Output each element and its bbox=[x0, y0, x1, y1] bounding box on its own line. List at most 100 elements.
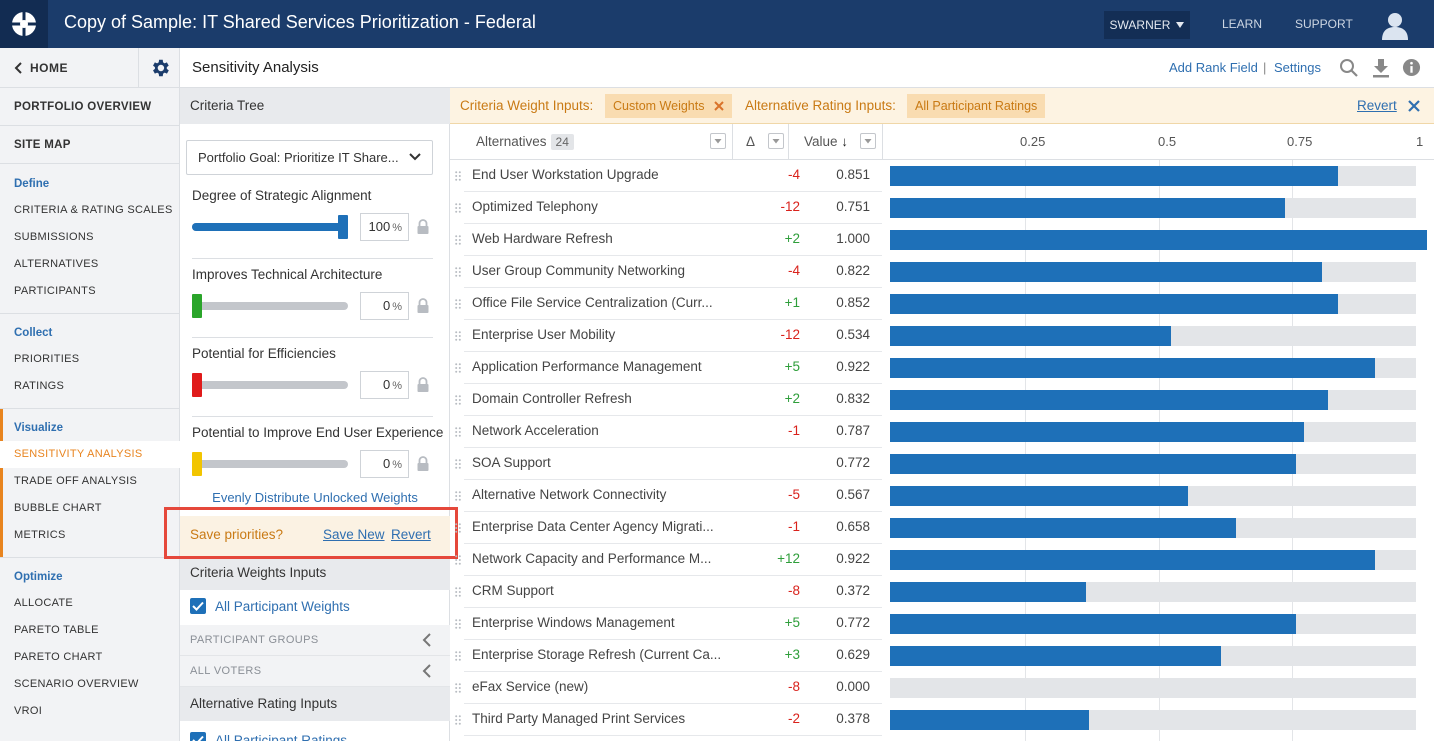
alternative-name[interactable]: Enterprise Storage Refresh (Current Ca..… bbox=[472, 647, 722, 662]
criterion-weight-slider[interactable] bbox=[192, 452, 348, 476]
table-row[interactable]: Enterprise Windows Management +5 0.772 bbox=[450, 608, 1434, 640]
alternative-name[interactable]: Third Party Managed Print Services bbox=[472, 711, 686, 726]
alternative-name[interactable]: Enterprise Windows Management bbox=[472, 615, 675, 630]
alternatives-filter-button[interactable] bbox=[710, 133, 726, 149]
nav-portfolio-overview[interactable]: PORTFOLIO OVERVIEW bbox=[0, 88, 180, 126]
drag-handle-icon[interactable] bbox=[455, 715, 461, 725]
slider-handle[interactable] bbox=[192, 452, 202, 476]
alternative-name[interactable]: End User Workstation Upgrade bbox=[472, 167, 659, 182]
settings-gear-button[interactable] bbox=[138, 48, 180, 88]
learn-link[interactable]: LEARN bbox=[1222, 17, 1263, 31]
nav-scenario-overview[interactable]: SCENARIO OVERVIEW bbox=[14, 678, 139, 690]
alternative-name[interactable]: Web Hardware Refresh bbox=[472, 231, 613, 246]
alternative-name[interactable]: Network Capacity and Performance M... bbox=[472, 551, 712, 566]
table-row[interactable]: Enterprise Storage Refresh (Current Ca..… bbox=[450, 640, 1434, 672]
revert-link[interactable]: Revert bbox=[391, 527, 431, 542]
all-participant-ratings-chip[interactable]: All Participant Ratings bbox=[907, 94, 1046, 118]
criterion-weight-input[interactable]: 0% bbox=[360, 292, 409, 320]
alternative-name[interactable]: Enterprise User Mobility bbox=[472, 327, 616, 342]
table-row[interactable]: Office File Service Centralization (Curr… bbox=[450, 288, 1434, 320]
table-row[interactable]: Third Party Managed Print Services -2 0.37… bbox=[450, 704, 1434, 736]
alternative-name[interactable]: Optimized Telephony bbox=[472, 199, 598, 214]
lock-icon[interactable] bbox=[416, 298, 430, 314]
table-row[interactable]: Enterprise Data Center Agency Migrati...… bbox=[450, 512, 1434, 544]
info-icon[interactable] bbox=[1402, 58, 1421, 77]
value-column-header[interactable]: Value ↓ bbox=[804, 134, 848, 149]
lock-icon[interactable] bbox=[416, 219, 430, 235]
alternative-name[interactable]: Office File Service Centralization (Curr… bbox=[472, 295, 713, 310]
criterion-weight-slider[interactable] bbox=[192, 215, 348, 239]
support-link[interactable]: SUPPORT bbox=[1295, 17, 1353, 31]
nav-bubble-chart[interactable]: BUBBLE CHART bbox=[14, 502, 102, 514]
table-row[interactable]: eFax Service (new) -8 0.000 bbox=[450, 672, 1434, 704]
criterion-weight-slider[interactable] bbox=[192, 294, 348, 318]
close-icon[interactable] bbox=[714, 101, 725, 111]
drag-handle-icon[interactable] bbox=[455, 203, 461, 213]
drag-handle-icon[interactable] bbox=[455, 683, 461, 693]
alternative-name[interactable]: eFax Service (new) bbox=[472, 679, 589, 694]
close-icon[interactable] bbox=[1408, 100, 1420, 112]
drag-handle-icon[interactable] bbox=[455, 459, 461, 469]
drag-handle-icon[interactable] bbox=[455, 395, 461, 405]
app-logo[interactable] bbox=[0, 0, 48, 48]
nav-submissions[interactable]: SUBMISSIONS bbox=[14, 231, 94, 243]
slider-handle[interactable] bbox=[192, 294, 202, 318]
nav-criteria-rating-scales[interactable]: CRITERIA & RATING SCALES bbox=[14, 204, 173, 216]
table-row[interactable]: Web Hardware Refresh +2 1.000 bbox=[450, 224, 1434, 256]
nav-vroi[interactable]: VROI bbox=[14, 705, 43, 717]
criterion-weight-input[interactable]: 100% bbox=[360, 213, 409, 241]
lock-icon[interactable] bbox=[416, 377, 430, 393]
drag-handle-icon[interactable] bbox=[455, 523, 461, 533]
criterion-weight-input[interactable]: 0% bbox=[360, 371, 409, 399]
nav-pareto-chart[interactable]: PARETO CHART bbox=[14, 651, 103, 663]
drag-handle-icon[interactable] bbox=[455, 363, 461, 373]
user-avatar-icon[interactable] bbox=[1380, 10, 1410, 40]
alternative-name[interactable]: Application Performance Management bbox=[472, 359, 702, 374]
table-row[interactable]: SOA Support 0.772 bbox=[450, 448, 1434, 480]
table-row[interactable]: Enterprise User Mobility -12 0.534 bbox=[450, 320, 1434, 352]
value-filter-button[interactable] bbox=[860, 133, 876, 149]
nav-ratings[interactable]: RATINGS bbox=[14, 380, 65, 392]
table-row[interactable]: End User Workstation Upgrade -4 0.851 bbox=[450, 160, 1434, 192]
download-icon[interactable] bbox=[1372, 58, 1390, 78]
nav-trade-off-analysis[interactable]: TRADE OFF ANALYSIS bbox=[14, 475, 138, 487]
drag-handle-icon[interactable] bbox=[455, 427, 461, 437]
criterion-weight-input[interactable]: 0% bbox=[360, 450, 409, 478]
table-row[interactable]: Network Capacity and Performance M... +12… bbox=[450, 544, 1434, 576]
drag-handle-icon[interactable] bbox=[455, 587, 461, 597]
table-row[interactable]: Network Acceleration -1 0.787 bbox=[450, 416, 1434, 448]
drag-handle-icon[interactable] bbox=[455, 267, 461, 277]
add-rank-field-link[interactable]: Add Rank Field bbox=[1169, 60, 1258, 75]
table-row[interactable]: Domain Controller Refresh +2 0.832 bbox=[450, 384, 1434, 416]
nav-metrics[interactable]: METRICS bbox=[14, 529, 66, 541]
user-menu-button[interactable]: SWARNER bbox=[1104, 11, 1190, 39]
participant-groups-toggle[interactable]: PARTICIPANT GROUPS bbox=[180, 625, 450, 656]
criterion-weight-slider[interactable] bbox=[192, 373, 348, 397]
table-row[interactable]: Optimized Telephony -12 0.751 bbox=[450, 192, 1434, 224]
drag-handle-icon[interactable] bbox=[455, 555, 461, 565]
all-participant-ratings-checkbox[interactable]: All Participant Ratings bbox=[190, 732, 347, 741]
nav-site-map[interactable]: SITE MAP bbox=[0, 126, 180, 164]
custom-weights-chip[interactable]: Custom Weights bbox=[605, 94, 733, 118]
nav-priorities[interactable]: PRIORITIES bbox=[14, 353, 80, 365]
save-new-link[interactable]: Save New bbox=[323, 527, 385, 542]
alternative-name[interactable]: Enterprise Data Center Agency Migrati... bbox=[472, 519, 714, 534]
goal-select[interactable]: Portfolio Goal: Prioritize IT Share... bbox=[186, 140, 433, 175]
all-voters-toggle[interactable]: ALL VOTERS bbox=[180, 656, 450, 687]
nav-participants[interactable]: PARTICIPANTS bbox=[14, 285, 96, 297]
nav-pareto-table[interactable]: PARETO TABLE bbox=[14, 624, 99, 636]
table-row[interactable]: User Group Community Networking -4 0.822 bbox=[450, 256, 1434, 288]
nav-sensitivity-analysis[interactable]: SENSITIVITY ANALYSIS bbox=[0, 441, 180, 468]
settings-link[interactable]: Settings bbox=[1274, 60, 1321, 75]
alternative-name[interactable]: Domain Controller Refresh bbox=[472, 391, 632, 406]
drag-handle-icon[interactable] bbox=[455, 299, 461, 309]
all-participant-weights-checkbox[interactable]: All Participant Weights bbox=[190, 598, 350, 614]
drag-handle-icon[interactable] bbox=[455, 491, 461, 501]
lock-icon[interactable] bbox=[416, 456, 430, 472]
drag-handle-icon[interactable] bbox=[455, 651, 461, 661]
evenly-distribute-link[interactable]: Evenly Distribute Unlocked Weights bbox=[212, 490, 418, 505]
delta-column-header[interactable]: Δ bbox=[746, 134, 756, 149]
slider-handle[interactable] bbox=[338, 215, 348, 239]
drag-handle-icon[interactable] bbox=[455, 171, 461, 181]
drag-handle-icon[interactable] bbox=[455, 331, 461, 341]
